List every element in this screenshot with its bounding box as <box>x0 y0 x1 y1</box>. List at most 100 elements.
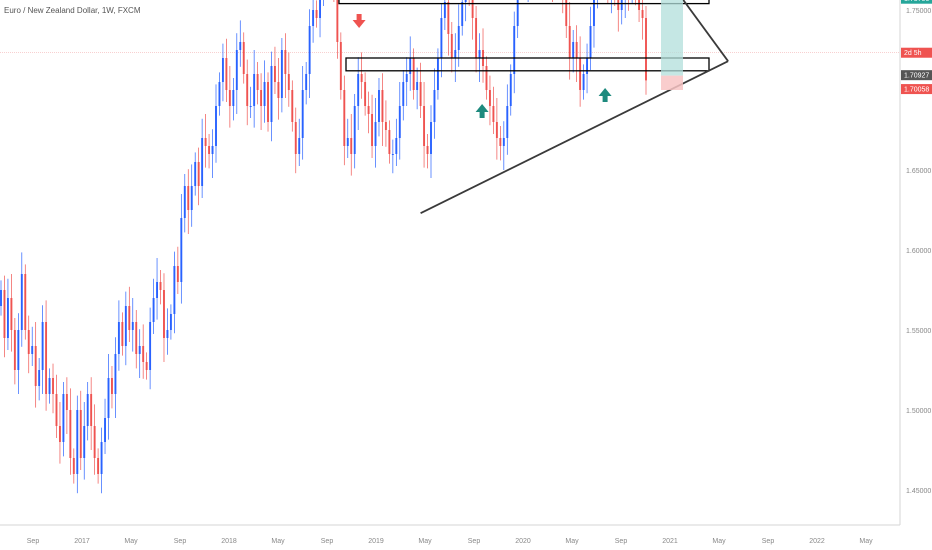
candle-body <box>575 42 578 58</box>
up-arrow-icon <box>475 104 489 118</box>
x-tick-label: 2018 <box>221 538 237 545</box>
svg-text:1.70927: 1.70927 <box>904 73 929 80</box>
candle-body <box>131 322 134 330</box>
candle-body <box>454 50 457 58</box>
candle-body <box>433 90 436 122</box>
x-tick-label: May <box>271 538 285 545</box>
down-arrow-icon <box>352 14 366 28</box>
candle-body <box>235 50 238 90</box>
candle-body <box>45 322 48 394</box>
svg-text:2d 5h: 2d 5h <box>904 50 922 57</box>
x-tick-label: Sep <box>321 538 334 545</box>
candle-body <box>298 138 301 154</box>
candle-body <box>62 394 65 442</box>
candle-body <box>169 314 172 330</box>
y-tick-label: 1.65000 <box>906 168 931 175</box>
candle-body <box>6 298 9 338</box>
y-tick-label: 1.75000 <box>906 8 931 15</box>
svg-text:1.70058: 1.70058 <box>904 87 929 94</box>
candle-body <box>239 42 242 50</box>
candle-body <box>152 298 155 322</box>
candle-body <box>509 74 512 106</box>
chart-title: Euro / New Zealand Dollar, 1W, FXCM <box>4 6 141 15</box>
candle-body <box>589 26 592 58</box>
candle-body <box>173 266 176 314</box>
candle-body <box>620 0 623 10</box>
candle-body <box>638 0 641 10</box>
candle-body <box>55 394 58 426</box>
candle-body <box>409 58 412 74</box>
x-tick-label: Sep <box>174 538 187 545</box>
candle-body <box>246 74 249 106</box>
candle-body <box>475 18 478 58</box>
candle-body <box>339 42 342 90</box>
candle-body <box>502 138 505 146</box>
candle-body <box>319 0 321 18</box>
candle-body <box>308 26 311 74</box>
candle-body <box>104 418 106 442</box>
candle-body <box>253 74 256 106</box>
candle-body <box>267 82 269 122</box>
candle-body <box>516 0 519 26</box>
target-zone <box>661 0 683 76</box>
candle-body <box>579 58 582 90</box>
candle-body <box>166 330 169 338</box>
candle-body <box>593 0 595 26</box>
candle-body <box>378 90 380 122</box>
price-badge: 1.70927 <box>901 70 932 81</box>
x-tick-label: May <box>712 538 726 545</box>
candle-body <box>97 458 100 474</box>
candle-body <box>430 122 432 154</box>
candle-body <box>426 146 429 154</box>
candle-body <box>17 330 20 370</box>
candle-body <box>138 346 141 354</box>
candle-body <box>405 74 408 82</box>
candle-body <box>187 186 190 210</box>
candle-body <box>350 138 353 154</box>
x-tick-label: May <box>124 538 138 545</box>
x-tick-label: May <box>565 538 579 545</box>
candle-body <box>183 186 186 218</box>
candle-body <box>641 10 644 18</box>
candle-body <box>34 346 37 386</box>
candle-body <box>149 322 152 370</box>
candle-body <box>135 322 138 354</box>
candle-body <box>284 50 287 74</box>
candle-body <box>69 410 72 458</box>
candle-body <box>384 122 387 130</box>
candle-body <box>107 378 110 418</box>
candle-body <box>492 106 495 122</box>
candle-body <box>117 322 120 354</box>
candle-body <box>52 378 54 394</box>
candle-body <box>225 58 228 90</box>
candle-body <box>367 106 370 114</box>
candle-body <box>357 74 360 106</box>
candle-body <box>506 106 509 138</box>
descending-trendline <box>682 0 729 62</box>
candle-body <box>301 90 304 138</box>
resistance-zone <box>338 0 710 5</box>
candle-body <box>124 306 127 346</box>
candle-body <box>416 82 419 90</box>
candle-body <box>360 74 363 82</box>
candle-body <box>31 346 34 354</box>
x-tick-label: Sep <box>762 538 775 545</box>
candle-body <box>201 138 204 186</box>
candle-body <box>645 18 647 81</box>
candle-body <box>391 154 394 155</box>
x-tick-label: Sep <box>468 538 481 545</box>
candle-body <box>41 322 44 370</box>
y-tick-label: 1.60000 <box>906 248 931 255</box>
candle-body <box>485 66 488 90</box>
candle-body <box>457 26 460 50</box>
candle-body <box>471 0 474 18</box>
price-badge: 1.75706 <box>901 0 932 4</box>
x-tick-label: 2022 <box>809 538 825 545</box>
candle-body <box>263 82 266 106</box>
candle-body <box>176 266 179 282</box>
candle-body <box>443 2 446 18</box>
candle-body <box>221 58 224 82</box>
y-tick-label: 1.45000 <box>906 488 931 495</box>
x-tick-label: Sep <box>615 538 628 545</box>
